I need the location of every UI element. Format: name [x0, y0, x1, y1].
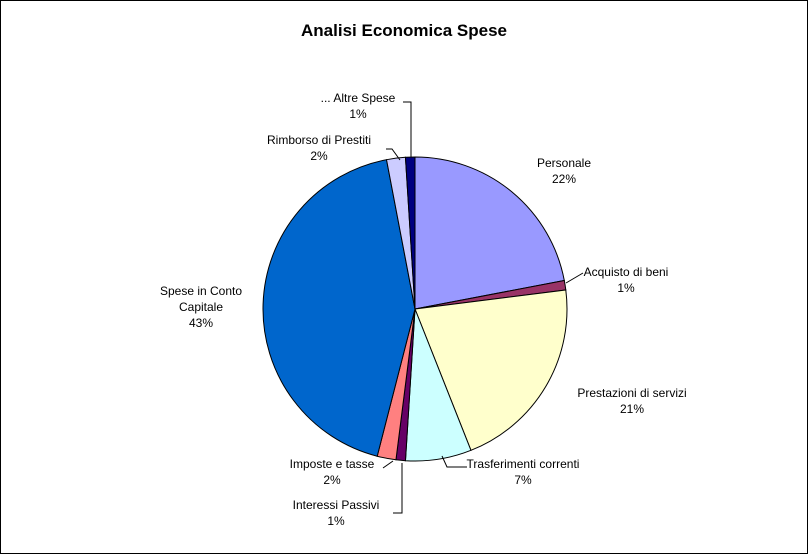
- slice-label-name-2: Prestazioni di servizi: [577, 386, 686, 400]
- slice-label-percent-5: 2%: [323, 473, 341, 487]
- slice-label-percent-1: 1%: [617, 281, 635, 295]
- pie-slice-6: [262, 159, 416, 457]
- chart-title: Analisi Economica Spese: [301, 21, 507, 40]
- slice-label-name-3: Trasferimenti correnti: [467, 457, 580, 471]
- slice-label-name-6: Capitale: [179, 300, 223, 314]
- slice-label-percent-6: 43%: [189, 316, 213, 330]
- leader-line-1: [565, 272, 584, 284]
- leader-line-5: [382, 460, 394, 469]
- slice-label-name-5: Imposte e tasse: [290, 457, 375, 471]
- slice-label-name-8: ... Altre Spese: [321, 91, 396, 105]
- leader-line-4: [393, 463, 403, 514]
- pie-slice-2: [414, 289, 568, 451]
- slice-label-percent-3: 7%: [514, 473, 532, 487]
- pie-slice-8: [404, 156, 416, 310]
- leader-line-3: [441, 455, 467, 468]
- slice-label-percent-2: 21%: [620, 402, 644, 416]
- leader-line-7: [386, 148, 401, 161]
- slice-label-percent-8: 1%: [349, 107, 367, 121]
- pie-slice-0: [414, 156, 565, 310]
- slice-label-name-0: Personale: [537, 156, 591, 170]
- slice-label-name-1: Acquisto di beni: [584, 265, 669, 279]
- slice-label-name-4: Interessi Passivi: [293, 498, 380, 512]
- slice-label-percent-7: 2%: [310, 149, 328, 163]
- slice-label-name-6: Spese in Conto: [160, 284, 242, 298]
- leader-line-8: [403, 101, 412, 157]
- slice-label-percent-0: 22%: [552, 172, 576, 186]
- slice-label-percent-4: 1%: [327, 514, 345, 528]
- slice-label-name-7: Rimborso di Prestiti: [267, 133, 371, 147]
